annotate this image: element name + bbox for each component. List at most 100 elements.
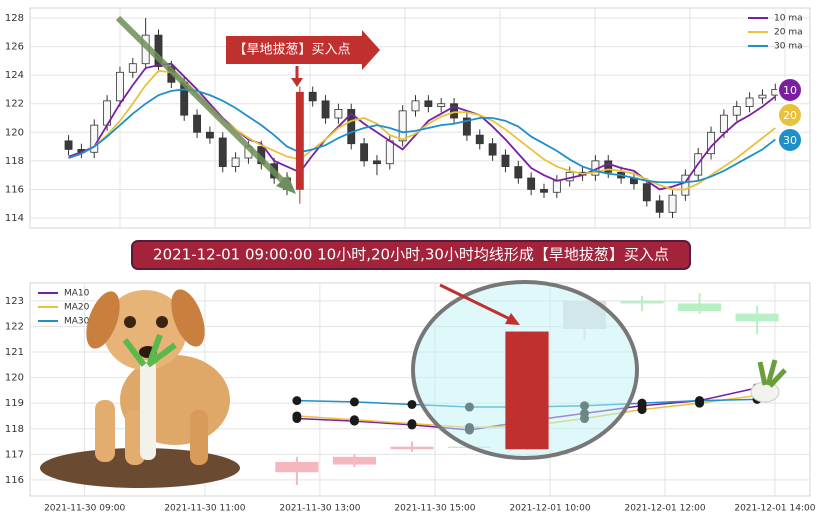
candle-body — [193, 114, 201, 133]
ma-badge-label: 30 — [783, 134, 797, 147]
candle-body — [347, 109, 356, 145]
x-tick-label: 2021-12-01 12:00 — [624, 504, 705, 514]
ma-dot — [695, 396, 705, 406]
ma-dot — [349, 397, 359, 407]
y-tick-label: 121 — [5, 347, 24, 358]
x-tick-label: 2021-11-30 13:00 — [279, 504, 360, 514]
candle-body — [475, 134, 484, 145]
ma-badge-label: 10 — [783, 84, 797, 97]
candle-body — [373, 160, 381, 165]
candle-body — [295, 91, 304, 190]
candle-body — [514, 166, 523, 179]
candle-body — [334, 109, 343, 119]
candle-body — [681, 174, 690, 196]
candle-body — [308, 91, 317, 102]
ma-dot — [637, 405, 647, 415]
candle-body — [735, 313, 779, 322]
candle-body — [677, 303, 722, 312]
candle-body — [128, 63, 137, 73]
dirt — [40, 448, 240, 488]
dog-illustration — [40, 289, 240, 488]
radish-illustration — [750, 359, 787, 403]
candle-body — [205, 131, 214, 139]
dog-eye — [156, 316, 168, 328]
y-tick-label: 116 — [5, 475, 24, 486]
legend-label: MA10 — [64, 289, 90, 299]
candle-body — [462, 117, 471, 136]
candle-body — [668, 194, 677, 213]
candle-body — [642, 183, 651, 202]
y-tick-label: 120 — [5, 127, 24, 138]
dog-ear — [86, 291, 120, 349]
radish-leaves — [757, 359, 787, 388]
ma-dot — [407, 399, 417, 409]
annotation-banner — [226, 30, 380, 70]
candle-body — [505, 331, 549, 450]
x-tick-label: 2021-12-01 14:00 — [734, 504, 815, 514]
y-tick-label: 122 — [5, 321, 24, 332]
dog-eye — [124, 316, 136, 328]
ma-dot — [292, 396, 302, 406]
candle-body — [745, 97, 754, 107]
title-pointer-head — [505, 313, 520, 325]
candle-body — [527, 177, 536, 190]
candle-body — [398, 110, 407, 142]
dog-leg — [95, 400, 115, 462]
y-tick-label: 128 — [5, 13, 24, 24]
candle-body — [604, 160, 613, 173]
y-tick-label: 117 — [5, 449, 24, 460]
leek-leaves — [122, 333, 177, 368]
annotation-pointer-head — [291, 78, 303, 87]
y-tick-label: 116 — [5, 184, 24, 195]
title-pointer — [439, 283, 513, 322]
candle-body — [620, 300, 664, 304]
y-tick-label: 123 — [5, 296, 24, 307]
annotation-text: 【旱地拔葱】买入点 — [233, 43, 350, 58]
y-tick-label: 118 — [5, 156, 24, 167]
y-tick-label: 126 — [5, 42, 24, 53]
legend-label: 10 ma — [774, 14, 803, 24]
legend-label: MA20 — [64, 303, 90, 313]
candle-body — [758, 94, 767, 99]
y-tick-label: 124 — [5, 70, 24, 81]
chart-title: 2021-12-01 09:00:00 10小时,20小时,30小时均线形成【旱… — [153, 246, 669, 264]
candle-body — [437, 103, 446, 107]
candle-body — [332, 456, 376, 465]
candle-body — [385, 140, 394, 165]
candle-body — [64, 140, 73, 150]
dog-ear — [171, 289, 205, 347]
dog-leg — [190, 410, 208, 465]
ma-badge — [777, 127, 803, 153]
candle-body — [424, 100, 433, 107]
candle-body — [390, 446, 434, 450]
ma-dot — [349, 415, 359, 425]
trend-arrow — [115, 15, 293, 191]
ma-dot — [637, 398, 647, 408]
x-tick-label: 2021-12-01 10:00 — [509, 504, 590, 514]
x-tick-label: 2021-11-30 09:00 — [44, 504, 125, 514]
candle-body — [552, 180, 561, 193]
y-tick-label: 114 — [5, 213, 24, 224]
candle-body — [231, 157, 240, 167]
candle-body — [655, 200, 664, 213]
y-tick-label: 118 — [5, 424, 24, 435]
legend-label: 30 ma — [774, 42, 803, 52]
y-tick-label: 120 — [5, 373, 24, 384]
trend-arrow-head — [276, 175, 296, 194]
legend-label: MA30 — [64, 317, 90, 327]
legend-label: 20 ma — [774, 28, 803, 38]
y-tick-label: 122 — [5, 99, 24, 110]
candle-body — [321, 100, 330, 119]
candle-body — [411, 100, 420, 112]
candle-body — [501, 154, 510, 167]
title-banner — [131, 240, 691, 270]
candle-body — [540, 189, 548, 193]
candle-body — [275, 461, 319, 473]
leek — [140, 360, 156, 460]
candle-body — [360, 143, 369, 162]
candle-body — [116, 71, 124, 102]
candle-body — [450, 103, 458, 119]
candle-body — [488, 143, 497, 156]
y-tick-label: 119 — [5, 398, 24, 409]
